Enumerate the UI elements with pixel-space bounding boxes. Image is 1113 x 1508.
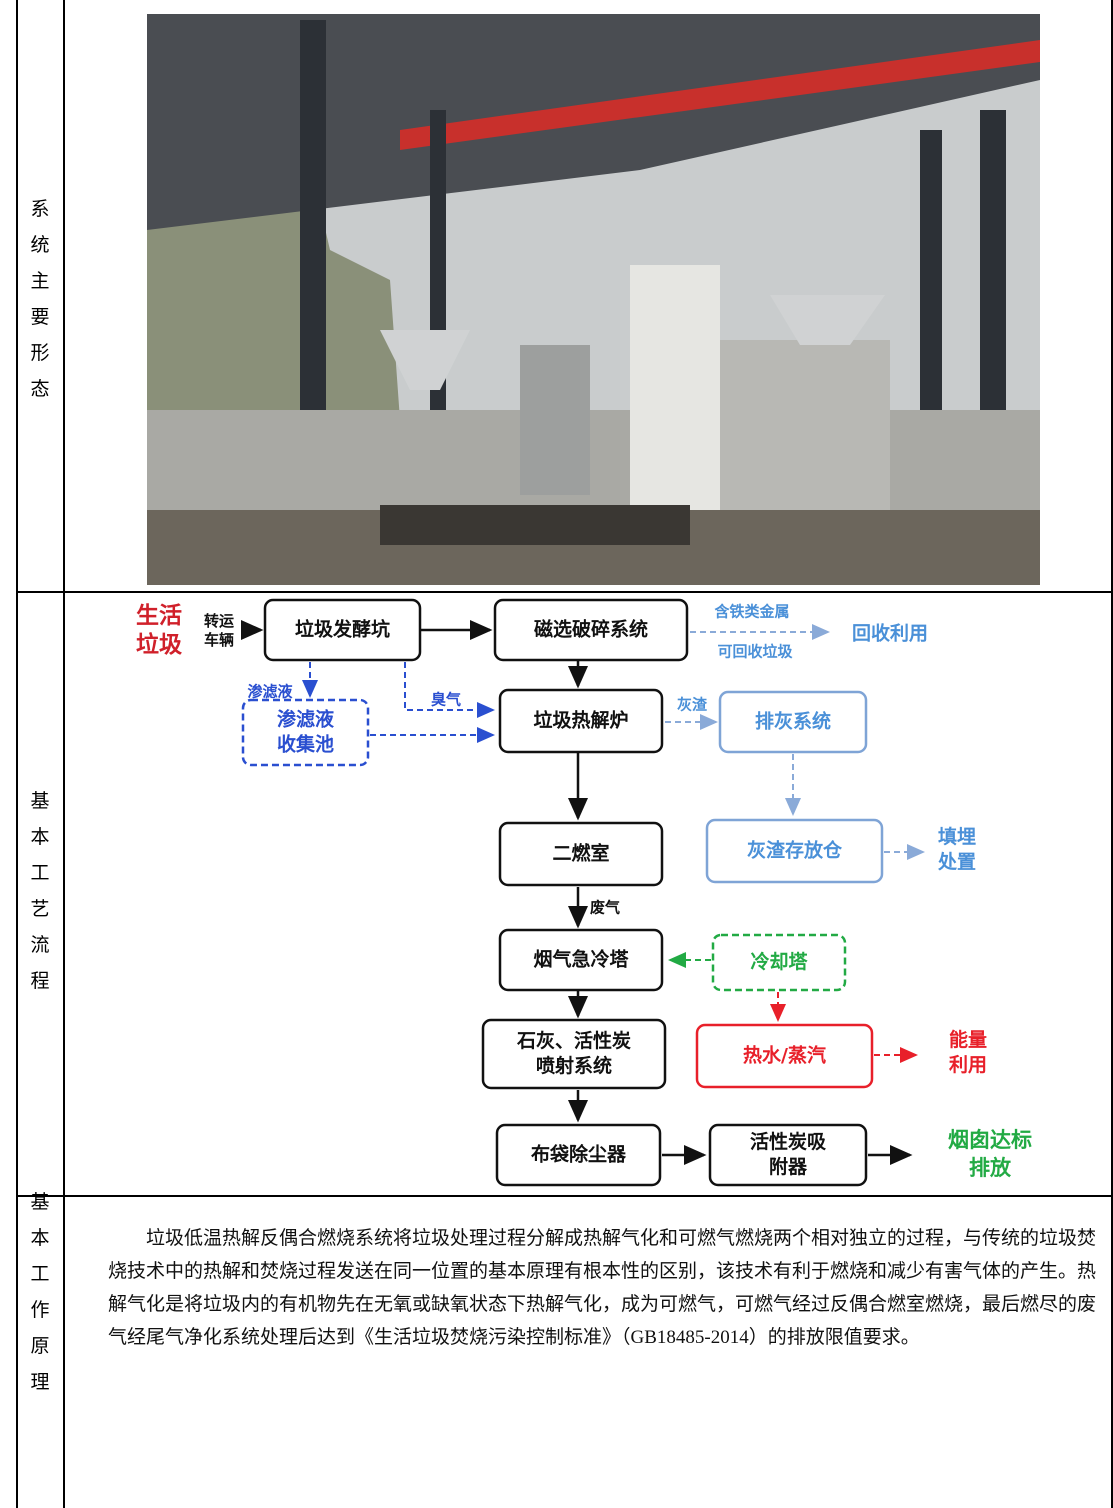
label: 磁选破碎系统: [534, 618, 648, 641]
flow-node: [241, 698, 370, 767]
label: 灰渣存放仓: [747, 839, 843, 862]
label: 渗滤液: [247, 683, 293, 701]
label: 处置: [937, 850, 976, 873]
photo: [147, 14, 1040, 585]
flow-node: [718, 690, 868, 754]
label: 排灰系统: [755, 710, 831, 733]
solid-arrows: [241, 620, 913, 1165]
row-label: 系统主要形态: [30, 199, 50, 400]
label: 臭气: [431, 691, 461, 709]
label: 填埋: [938, 825, 976, 848]
flow-node: [263, 598, 422, 662]
label: 冷却塔: [750, 950, 808, 973]
label: 垃圾: [136, 631, 183, 658]
row-label: 基本工作原理: [30, 1192, 50, 1393]
label: 回收利用: [852, 622, 928, 645]
label: 含铁类金属: [714, 603, 789, 621]
label: 热水/蒸汽: [743, 1044, 826, 1067]
label: 车辆: [204, 631, 234, 649]
label: 渗滤液: [277, 708, 335, 731]
label: 生活: [136, 603, 182, 629]
row-label: 基本工艺流程: [30, 791, 50, 992]
label: 活性炭吸: [750, 1130, 827, 1153]
flow-node: [498, 688, 664, 754]
label: 垃圾热解炉: [533, 709, 628, 732]
label: 可回收垃圾: [717, 643, 793, 661]
label: 喷射系统: [536, 1054, 612, 1077]
flow-node: [708, 1123, 868, 1187]
label: 转运: [204, 612, 234, 630]
dashed-arrows: [302, 624, 925, 1063]
flow-node: [498, 928, 664, 992]
label: 布袋除尘器: [531, 1143, 627, 1166]
flow-node: [711, 933, 847, 992]
label: 垃圾发酵坑: [295, 618, 390, 641]
label: 烟囱达标: [948, 1128, 1032, 1152]
flow-node: [498, 821, 664, 887]
label: 石灰、活性炭: [516, 1029, 631, 1052]
label: 排放: [969, 1156, 1012, 1180]
label: 附器: [769, 1155, 808, 1178]
flowchart: 垃圾发酵坑 磁选破碎系统垃圾热解炉渗滤液收集池排灰系统灰渣存放仓二燃室烟气急冷塔冷…: [136, 598, 1032, 1187]
label: 能量: [949, 1028, 987, 1051]
flow-node: [695, 1023, 874, 1089]
label: 利用: [949, 1054, 987, 1076]
label: 烟气急冷塔: [533, 948, 629, 971]
paragraph: 垃圾低温热解反偶合燃烧系统将垃圾处理过程分解成热解气化和可燃气燃烧两个相对独立的…: [108, 1228, 1097, 1348]
table-borders: [16, 0, 1113, 1508]
flow-node: [705, 818, 884, 884]
flow-node: [493, 598, 689, 662]
label: 废气: [590, 899, 620, 917]
label: 收集池: [277, 733, 334, 756]
flow-node: [495, 1123, 662, 1187]
flow-node: [481, 1018, 667, 1090]
label: 二燃室: [552, 842, 609, 865]
label: 灰渣: [677, 696, 708, 714]
